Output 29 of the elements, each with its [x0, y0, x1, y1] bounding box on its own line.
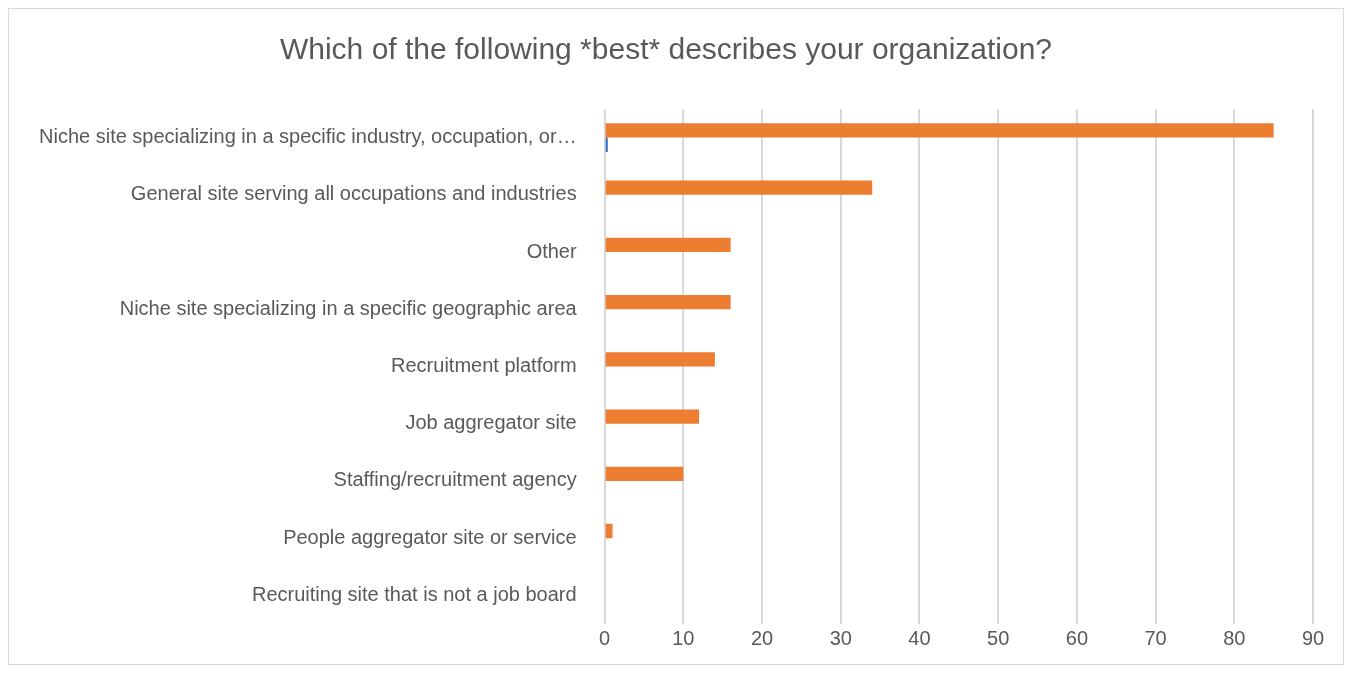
y-tick-label: Job aggregator site [405, 411, 577, 434]
bar [605, 237, 731, 253]
x-tick-label: 80 [1223, 626, 1246, 649]
y-tick-label: General site serving all occupations and industries [130, 182, 577, 205]
x-tick-label: 0 [599, 626, 611, 649]
bar [605, 466, 684, 481]
y-tick-label: People aggregator site or service [283, 525, 577, 548]
bar [605, 123, 1274, 138]
x-tick-label: 30 [829, 626, 852, 649]
x-tick-label: 40 [908, 626, 931, 649]
x-tick-label: 60 [1065, 626, 1089, 649]
bar [605, 137, 608, 152]
bar [605, 180, 873, 195]
bar [605, 352, 715, 367]
y-tick-label: Other [526, 239, 577, 262]
chart-title: Which of the following *best* describes your organization? [279, 32, 1053, 66]
y-tick-label: Recruitment platform [391, 354, 577, 377]
x-tick-label: 90 [1301, 626, 1325, 649]
x-tick-label: 70 [1144, 626, 1167, 649]
y-tick-label: Staffing/recruitment agency [333, 468, 577, 491]
x-tick-label: 20 [750, 626, 774, 649]
bar [605, 523, 613, 539]
x-tick-label: 50 [987, 626, 1010, 649]
y-tick-label: Niche site specializing in a specific geographic area [119, 296, 578, 319]
y-tick-label: Recruiting site that is not a job board [252, 582, 577, 605]
bar [605, 294, 731, 310]
x-tick-label: 10 [672, 626, 695, 649]
bar [605, 409, 700, 424]
y-tick-label: Niche site specializing in a specific industry, occupation, or… [39, 125, 577, 148]
